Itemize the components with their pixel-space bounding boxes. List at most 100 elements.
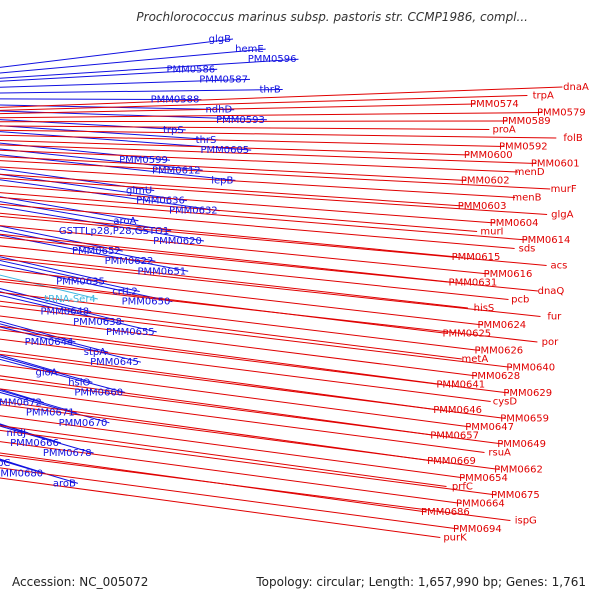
gene-label: PMM0616 — [484, 269, 533, 280]
gene-label: PMM0651 — [137, 266, 186, 277]
leader-line — [0, 48, 266, 74]
gene-label: PMM0588 — [151, 95, 200, 106]
gene-label: PMM0612 — [152, 165, 201, 176]
leader-line — [0, 291, 125, 323]
leader-line — [0, 192, 478, 232]
gene-label: PMM0622 — [105, 256, 154, 267]
gene-label: PMM0593 — [216, 115, 265, 126]
gene-label: PMM0604 — [490, 218, 539, 229]
leader-line — [0, 364, 471, 428]
leader-line — [0, 173, 187, 202]
gene-label: PMM0659 — [500, 414, 549, 425]
gene-label: PMM0641 — [436, 380, 485, 391]
gene-label: acs — [551, 261, 568, 272]
gene-label: murI — [480, 227, 503, 238]
gene-label: PMM0615 — [452, 252, 501, 263]
gene-label: PMM0680 — [0, 468, 43, 479]
gene-label: PMM0666 — [10, 438, 59, 449]
gene-label: aspC — [0, 458, 10, 469]
gene-label: PMM0671 — [26, 408, 75, 419]
gene-label: PMM0603 — [458, 201, 507, 212]
leader-line — [0, 98, 202, 101]
gene-label: rsuA — [488, 448, 511, 459]
leader-line — [0, 148, 203, 171]
gene-label: thrB — [259, 85, 280, 96]
gene-label: PMM0670 — [59, 418, 108, 429]
leader-line — [0, 326, 142, 363]
leader-line — [0, 315, 477, 377]
gene-label: trpS — [163, 125, 184, 136]
leader-line — [0, 389, 77, 414]
leader-line — [0, 325, 442, 385]
leader-line — [0, 149, 519, 173]
gene-label: PMM0635 — [56, 276, 105, 287]
leader-line — [0, 68, 218, 82]
gene-label: PMM0654 — [459, 473, 508, 484]
leader-line — [0, 467, 459, 530]
gene-label: aroB — [53, 478, 76, 489]
gene-label: PMM0579 — [537, 108, 586, 119]
leader-line — [0, 400, 433, 462]
gene-label: PMM0694 — [453, 524, 502, 535]
gene-label: PMM0625 — [442, 329, 491, 340]
gene-label: PMM0686 — [421, 507, 470, 518]
leader-line — [0, 429, 497, 496]
gene-label: proA — [492, 125, 515, 136]
leader-line — [0, 212, 458, 258]
leader-line — [0, 258, 541, 317]
gene-label: glgB — [209, 34, 231, 45]
gene-label: PMM0601 — [531, 159, 580, 170]
leader-line — [0, 160, 551, 190]
gene-label: PMM0586 — [166, 64, 215, 75]
leader-line — [0, 280, 538, 343]
gene-label: PMM0602 — [461, 176, 510, 187]
gene-label: glgA — [551, 210, 573, 221]
gene-label: menD — [515, 167, 545, 178]
leader-line — [0, 110, 267, 121]
gene-label: gloA — [36, 367, 58, 378]
gene-label: tRNA-Ser4 — [44, 294, 96, 305]
gene-label: PMM0626 — [474, 346, 523, 357]
leader-line — [0, 89, 283, 94]
leader-line — [0, 288, 92, 313]
leader-line — [0, 305, 512, 368]
gene-label: purK — [443, 533, 467, 544]
gene-label: PMM0592 — [499, 142, 548, 153]
gene-label: aroA — [113, 216, 136, 227]
leader-line — [0, 350, 439, 411]
leader-line — [0, 78, 251, 88]
leader-line — [0, 291, 481, 351]
gene-label: ispG — [515, 516, 537, 527]
leader-line — [0, 245, 509, 300]
leader-line — [0, 338, 491, 402]
gene-label: PMM0629 — [503, 388, 552, 399]
leader-line — [0, 274, 98, 300]
leader-line — [0, 125, 490, 130]
leader-line — [0, 234, 189, 272]
leader-line — [0, 177, 548, 215]
gene-label: PMM0657 — [430, 431, 479, 442]
gene-label: por — [542, 337, 559, 348]
leader-line — [0, 300, 462, 360]
leader-line — [0, 156, 467, 181]
gene-label: PMM0628 — [471, 371, 520, 382]
leader-line — [0, 329, 509, 394]
gene-label: PMM0669 — [427, 456, 476, 467]
leader-line — [0, 58, 299, 79]
leader-line — [0, 120, 508, 123]
leader-line — [0, 353, 506, 419]
leader-line — [0, 254, 468, 309]
gene-label: PMM0596 — [248, 54, 297, 65]
gene-label: PMM0655 — [106, 327, 155, 338]
gene-label: sds — [519, 244, 536, 255]
leader-line — [0, 125, 219, 141]
gene-label: fur — [547, 312, 562, 323]
leader-line — [0, 196, 528, 241]
gene-label: PMM0600 — [464, 150, 513, 161]
leader-line — [0, 131, 252, 151]
gene-label: nrdJ — [7, 428, 27, 439]
leader-line — [0, 206, 204, 242]
gene-label: trpA — [533, 91, 554, 102]
gene-label: stpA — [84, 347, 106, 358]
